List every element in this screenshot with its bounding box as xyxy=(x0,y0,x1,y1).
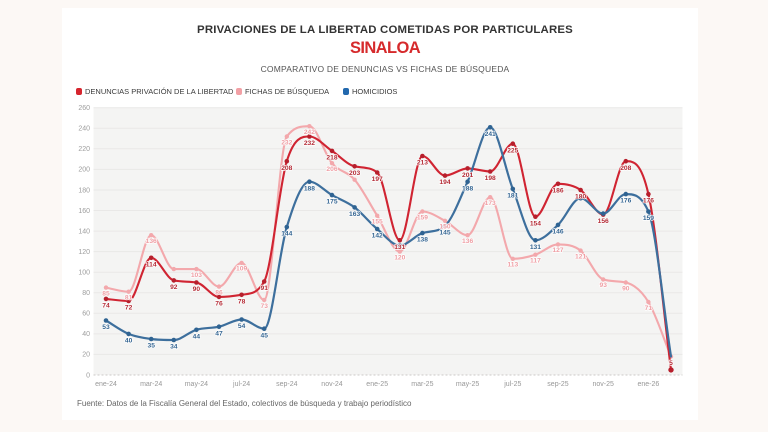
svg-text:78: 78 xyxy=(238,298,246,305)
svg-text:155: 155 xyxy=(372,219,383,226)
svg-text:200: 200 xyxy=(78,167,90,174)
svg-text:sep-25: sep-25 xyxy=(547,381,569,388)
svg-text:113: 113 xyxy=(507,262,518,269)
svg-text:142: 142 xyxy=(372,233,383,240)
svg-text:150: 150 xyxy=(439,224,450,231)
svg-text:91: 91 xyxy=(260,285,268,292)
svg-text:145: 145 xyxy=(439,230,450,237)
svg-text:40: 40 xyxy=(82,331,90,338)
svg-text:45: 45 xyxy=(260,332,268,339)
svg-text:90: 90 xyxy=(193,286,201,293)
svg-text:93: 93 xyxy=(599,282,607,289)
svg-text:208: 208 xyxy=(281,165,292,172)
svg-text:60: 60 xyxy=(82,311,90,318)
svg-text:154: 154 xyxy=(530,220,541,227)
svg-text:may-24: may-24 xyxy=(185,381,208,388)
svg-text:34: 34 xyxy=(170,344,178,351)
svg-text:197: 197 xyxy=(372,176,383,183)
svg-text:92: 92 xyxy=(170,284,178,291)
svg-text:120: 120 xyxy=(394,254,405,261)
svg-text:180: 180 xyxy=(78,187,90,194)
svg-text:194: 194 xyxy=(439,179,450,186)
svg-text:240: 240 xyxy=(78,126,90,133)
svg-text:103: 103 xyxy=(191,272,202,279)
svg-text:241: 241 xyxy=(485,131,496,138)
svg-text:72: 72 xyxy=(125,305,133,312)
svg-text:136: 136 xyxy=(462,238,473,245)
svg-text:86: 86 xyxy=(215,289,223,296)
svg-text:109: 109 xyxy=(236,266,247,273)
svg-text:127: 127 xyxy=(552,247,563,254)
svg-text:188: 188 xyxy=(462,185,473,192)
svg-text:140: 140 xyxy=(78,228,90,235)
svg-text:117: 117 xyxy=(530,258,541,265)
svg-text:47: 47 xyxy=(215,330,223,337)
svg-text:35: 35 xyxy=(147,343,155,350)
svg-text:73: 73 xyxy=(260,303,268,310)
svg-text:40: 40 xyxy=(125,338,133,345)
svg-text:74: 74 xyxy=(102,303,110,310)
svg-text:206: 206 xyxy=(326,166,337,173)
svg-text:220: 220 xyxy=(78,146,90,153)
svg-text:173: 173 xyxy=(485,200,496,207)
svg-text:120: 120 xyxy=(78,249,90,256)
svg-text:53: 53 xyxy=(102,324,110,331)
svg-text:232: 232 xyxy=(281,139,292,146)
svg-text:232: 232 xyxy=(304,140,315,147)
svg-text:201: 201 xyxy=(462,172,473,179)
svg-text:131: 131 xyxy=(530,244,541,251)
svg-text:242: 242 xyxy=(304,129,315,136)
svg-text:85: 85 xyxy=(102,290,110,297)
svg-text:156: 156 xyxy=(598,218,609,225)
svg-text:sep-24: sep-24 xyxy=(276,381,298,388)
svg-text:188: 188 xyxy=(304,185,315,192)
svg-text:5: 5 xyxy=(669,360,673,367)
svg-text:176: 176 xyxy=(643,198,654,205)
svg-text:198: 198 xyxy=(485,175,496,182)
svg-text:159: 159 xyxy=(417,214,428,221)
svg-text:ene-25: ene-25 xyxy=(366,381,388,388)
svg-text:nov-24: nov-24 xyxy=(321,381,343,388)
svg-text:131: 131 xyxy=(394,244,405,251)
svg-text:260: 260 xyxy=(78,105,90,112)
svg-text:mar-25: mar-25 xyxy=(411,381,433,388)
svg-text:144: 144 xyxy=(281,231,292,238)
svg-text:0: 0 xyxy=(86,372,90,379)
svg-text:218: 218 xyxy=(326,155,337,162)
svg-text:159: 159 xyxy=(643,215,654,222)
svg-text:208: 208 xyxy=(620,165,631,172)
svg-text:20: 20 xyxy=(82,352,90,359)
svg-text:160: 160 xyxy=(78,208,90,215)
svg-text:may-25: may-25 xyxy=(456,381,479,388)
svg-text:81: 81 xyxy=(125,295,133,302)
svg-text:181: 181 xyxy=(507,193,518,200)
svg-text:176: 176 xyxy=(620,198,631,205)
svg-text:138: 138 xyxy=(417,237,428,244)
svg-text:80: 80 xyxy=(82,290,90,297)
svg-text:180: 180 xyxy=(575,194,586,201)
svg-text:203: 203 xyxy=(349,170,360,177)
svg-text:100: 100 xyxy=(78,270,90,277)
svg-text:225: 225 xyxy=(507,147,518,154)
svg-text:44: 44 xyxy=(193,333,201,340)
svg-text:ene-26: ene-26 xyxy=(638,381,660,388)
svg-text:175: 175 xyxy=(326,199,337,206)
svg-text:nov-25: nov-25 xyxy=(592,381,614,388)
svg-text:mar-24: mar-24 xyxy=(140,381,162,388)
svg-text:71: 71 xyxy=(645,305,653,312)
svg-text:114: 114 xyxy=(146,261,157,268)
svg-text:jul-25: jul-25 xyxy=(503,381,521,388)
svg-text:186: 186 xyxy=(552,187,563,194)
svg-text:54: 54 xyxy=(238,323,246,330)
svg-text:90: 90 xyxy=(622,285,630,292)
svg-text:76: 76 xyxy=(215,301,223,308)
svg-text:121: 121 xyxy=(575,253,586,260)
svg-text:jul-24: jul-24 xyxy=(232,381,250,388)
svg-text:136: 136 xyxy=(146,238,157,245)
svg-text:213: 213 xyxy=(417,160,428,167)
svg-text:ene-24: ene-24 xyxy=(95,381,117,388)
svg-text:146: 146 xyxy=(552,229,563,236)
svg-text:163: 163 xyxy=(349,211,360,218)
